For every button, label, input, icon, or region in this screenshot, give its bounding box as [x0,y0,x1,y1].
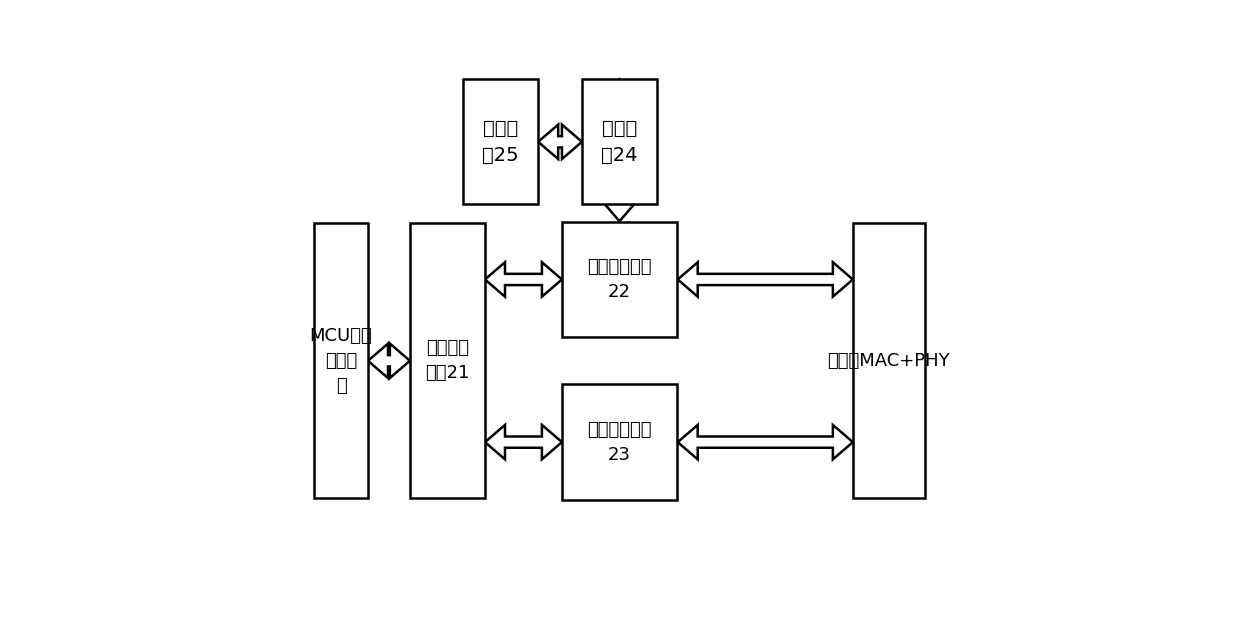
Text: 以太网MAC+PHY: 以太网MAC+PHY [828,352,950,370]
Bar [582,79,657,204]
Polygon shape [484,425,563,460]
Text: 数据接收单元
23: 数据接收单元 23 [587,420,652,463]
Text: MCU并行
通信接
口: MCU并行 通信接 口 [310,327,373,395]
Polygon shape [678,425,852,460]
Polygon shape [678,262,852,297]
Text: 计数单
元24: 计数单 元24 [601,119,638,165]
Bar [315,223,368,498]
Bar [561,222,678,337]
Bar [852,223,924,498]
Text: 时钟单
元25: 时钟单 元25 [482,119,519,165]
Polygon shape [368,344,410,378]
Polygon shape [602,79,637,221]
Text: 数据发送单元
22: 数据发送单元 22 [587,258,652,301]
Bar [561,384,678,500]
Polygon shape [484,262,563,297]
Polygon shape [538,125,582,159]
Bar [463,79,538,204]
Bar [410,223,484,498]
Text: 逻辑控制
单元21: 逻辑控制 单元21 [425,339,470,382]
